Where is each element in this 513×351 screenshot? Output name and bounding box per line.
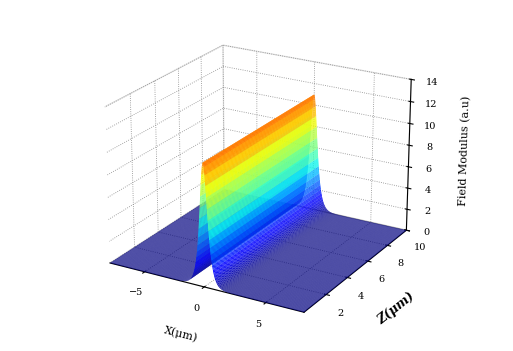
Y-axis label: Z(μm): Z(μm) <box>375 290 417 327</box>
X-axis label: X(μm): X(μm) <box>163 325 199 344</box>
